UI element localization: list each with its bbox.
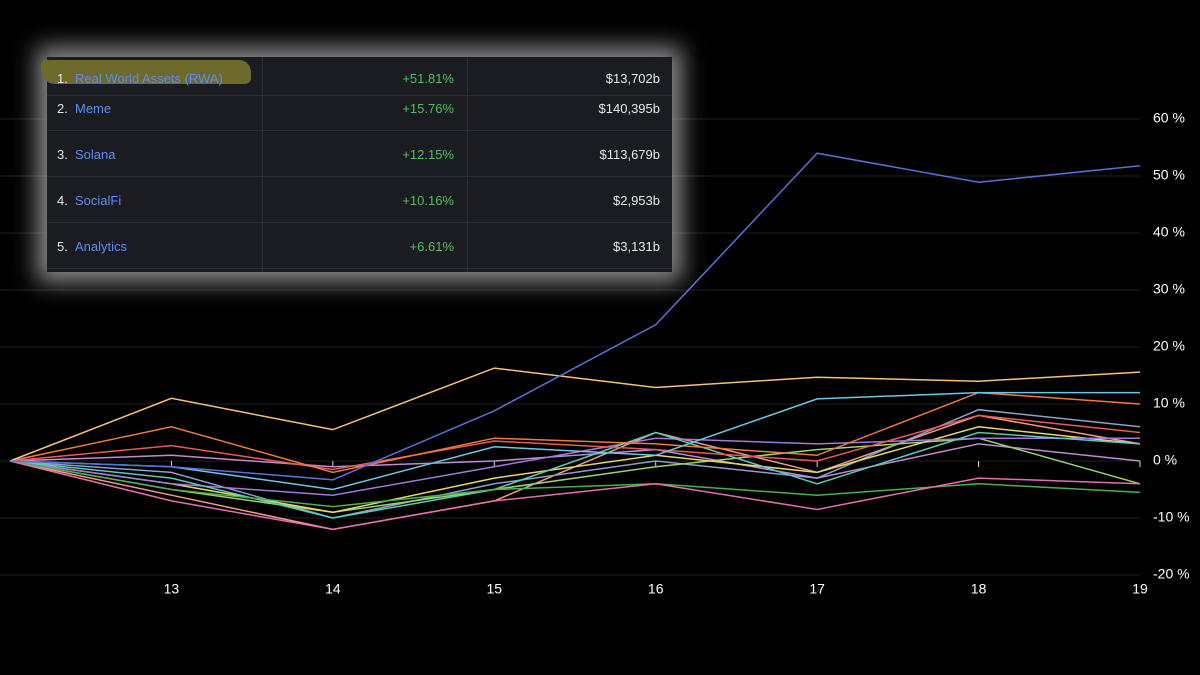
- market-cap: $140,395b: [598, 101, 660, 116]
- change: +15.76%: [402, 101, 454, 116]
- x-tick-label: 15: [486, 581, 502, 597]
- rank: 2.: [57, 101, 68, 116]
- y-tick-label: -10 %: [1153, 509, 1190, 525]
- y-tick-label: 30 %: [1153, 281, 1185, 297]
- y-tick-label: 60 %: [1153, 110, 1185, 126]
- y-tick-label: 10 %: [1153, 395, 1185, 411]
- series-line: [9, 437, 1141, 514]
- series-line: [9, 460, 1141, 531]
- highlight: [41, 60, 251, 84]
- column-divider: [262, 57, 263, 272]
- x-tick-label: 13: [164, 581, 180, 597]
- category-name[interactable]: Real World Assets (RWA): [75, 71, 223, 86]
- x-tick-label: 18: [971, 581, 987, 597]
- y-tick-label: -20 %: [1153, 566, 1190, 582]
- x-tick-label: 19: [1132, 581, 1148, 597]
- table-row: 2. Meme +15.76% $140,395b: [47, 87, 672, 131]
- series-line: [9, 391, 1141, 474]
- series-line: [9, 152, 1141, 481]
- series-line: [9, 431, 1141, 519]
- table-row: 5. Analytics +6.61% $3,131b: [47, 225, 672, 269]
- series-line: [9, 391, 1140, 491]
- market-cap: $113,679b: [599, 147, 661, 162]
- rank: 3.: [57, 147, 68, 162]
- category-table: 1. Real World Assets (RWA) +51.81% $13,702b…: [41, 57, 672, 272]
- series-line: [9, 460, 1141, 508]
- rank: 4.: [57, 193, 68, 208]
- series-line: [9, 408, 1141, 519]
- series-line: [9, 367, 1141, 462]
- rank: 1.: [57, 71, 68, 86]
- series-line: [9, 426, 1141, 514]
- x-tick-label: 16: [648, 581, 664, 597]
- category-name[interactable]: Meme: [75, 101, 112, 116]
- y-tick-label: 20 %: [1153, 338, 1185, 354]
- table-row: 3. Solana +12.15% $113,679b: [47, 133, 672, 177]
- x-tick-label: 17: [809, 581, 825, 597]
- category-name[interactable]: Solana: [75, 147, 116, 162]
- y-tick-label: 0 %: [1153, 452, 1177, 468]
- change: +12.15%: [402, 147, 454, 162]
- table-row: 1. Real World Assets (RWA) +51.81% $13,702b: [41, 57, 672, 96]
- market-cap: $2,953b: [613, 193, 660, 208]
- market-cap: $3,131b: [613, 239, 660, 254]
- change: +10.16%: [402, 193, 454, 208]
- column-divider: [467, 57, 468, 272]
- change: +51.81%: [402, 71, 454, 86]
- category-name[interactable]: Analytics: [75, 239, 128, 254]
- series-line: [9, 414, 1141, 471]
- x-tick-label: 14: [325, 581, 341, 597]
- market-cap: $13,702b: [605, 71, 660, 86]
- y-tick-label: 50 %: [1153, 167, 1185, 183]
- table-row: 4. SocialFi +10.16% $2,953b: [47, 179, 672, 223]
- change: +6.61%: [409, 239, 454, 254]
- series-line: [9, 443, 1141, 479]
- category-name[interactable]: SocialFi: [75, 193, 122, 208]
- y-tick-label: 40 %: [1153, 224, 1185, 240]
- rank: 5.: [57, 239, 68, 254]
- series-line: [9, 437, 1140, 496]
